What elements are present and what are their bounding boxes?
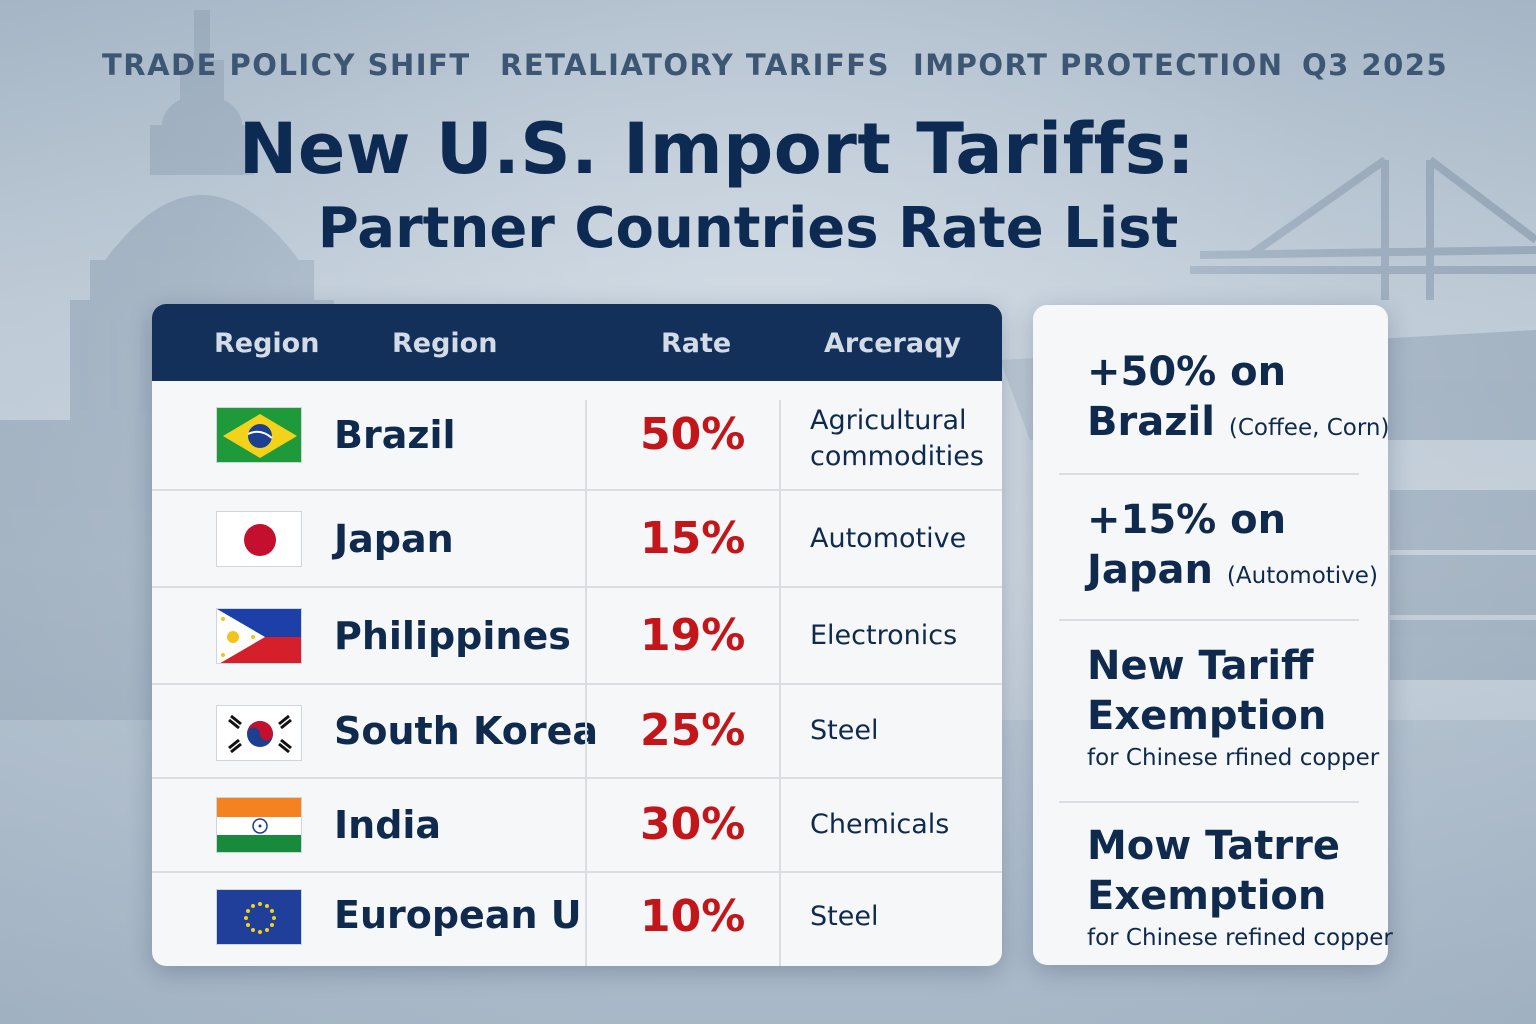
tag-retaliatory-tariffs: RETALIATORY TARIFFS xyxy=(500,48,890,82)
tariff-rate: 10% xyxy=(640,891,746,942)
column-header-region-flag: Region xyxy=(214,328,320,359)
sector-cell: Automotive xyxy=(810,521,966,557)
highlight-note: (Coffee, Corn) xyxy=(1228,415,1390,441)
country-name: South Korea xyxy=(334,709,599,753)
highlight-note: for Chinese refined copper xyxy=(1087,925,1393,951)
table-body: Brazil 50% Agricultural commodities Japa… xyxy=(152,381,1002,966)
country-name: India xyxy=(334,803,442,847)
highlight-country: Brazil xyxy=(1087,399,1215,445)
highlight-subhead: Exemption xyxy=(1087,693,1327,739)
sector-cell: Steel xyxy=(810,713,878,749)
column-header-category: Arceraqy xyxy=(824,328,961,359)
country-name: European U xyxy=(334,893,582,937)
country-name: Japan xyxy=(334,517,454,561)
tag-quarter: Q3 2025 xyxy=(1302,48,1449,82)
table-row: European U 10% Steel xyxy=(152,873,1002,966)
sector-line: Steel xyxy=(810,901,879,932)
japan-flag-icon xyxy=(216,511,302,567)
sector-line: commodities xyxy=(810,441,984,472)
table-header: Region Region Rate Arceraqy xyxy=(152,304,1002,381)
table-row: Japan 15% Automotive xyxy=(152,491,1002,588)
page-subtitle: Partner Countries Rate List xyxy=(317,196,1179,261)
highlight-note: for Chinese rfined copper xyxy=(1087,745,1380,771)
tag-trade-policy-shift: TRADE POLICY SHIFT xyxy=(102,48,471,82)
column-divider xyxy=(585,400,587,966)
highlight-country-line: Japan (Automotive) xyxy=(1087,545,1387,601)
sector-line: Electronics xyxy=(810,620,958,651)
panel-divider xyxy=(1059,619,1359,621)
country-name: Philippines xyxy=(334,614,571,658)
column-divider xyxy=(779,400,781,966)
highlight-headline: +15% on xyxy=(1087,497,1287,543)
highlight-headline: +50% on xyxy=(1087,349,1287,395)
philippines-flag-icon xyxy=(216,608,302,664)
table-row: Brazil 50% Agricultural commodities xyxy=(152,381,1002,491)
tariff-rate: 15% xyxy=(640,513,746,564)
sector-line: Agricultural xyxy=(810,405,967,436)
highlight-japan: +15% on Japan (Automotive) xyxy=(1087,495,1387,601)
column-header-rate: Rate xyxy=(661,328,732,359)
table-row: South Korea 25% Steel xyxy=(152,685,1002,779)
highlight-exemption: New Tariff Exemption for Chinese rfined … xyxy=(1087,641,1387,771)
country-name: Brazil xyxy=(334,413,456,457)
column-header-region: Region xyxy=(392,328,498,359)
tariff-rate: 25% xyxy=(640,705,746,756)
tariff-table: Region Region Rate Arceraqy Brazil 50% A… xyxy=(152,304,1002,966)
highlight-headline: Mow Tatrre xyxy=(1087,823,1340,869)
highlight-country: Japan xyxy=(1087,547,1213,593)
topic-tags: TRADE POLICY SHIFT RETALIATORY TARIFFS I… xyxy=(0,48,1536,88)
table-row: Philippines 19% Electronics xyxy=(152,588,1002,685)
panel-divider xyxy=(1059,801,1359,803)
tariff-rate: 30% xyxy=(640,799,746,850)
sector-cell: Chemicals xyxy=(810,807,949,843)
sector-cell: Agricultural commodities xyxy=(810,403,984,475)
brazil-flag-icon xyxy=(216,407,302,463)
highlight-headline: New Tariff xyxy=(1087,643,1314,689)
highlight-subhead: Exemption xyxy=(1087,873,1327,919)
sector-line: Steel xyxy=(810,715,879,746)
sector-line: Automotive xyxy=(810,523,967,554)
tariff-rate: 50% xyxy=(640,409,746,460)
tag-import-protection: IMPORT PROTECTION xyxy=(913,48,1284,82)
sector-cell: Steel xyxy=(810,899,878,935)
highlight-brazil: +50% on Brazil (Coffee, Corn) xyxy=(1087,347,1390,453)
highlight-country-line: Brazil (Coffee, Corn) xyxy=(1087,397,1390,453)
sector-line: Chemicals xyxy=(810,809,950,840)
india-flag-icon xyxy=(216,797,302,853)
eu-flag-icon xyxy=(216,889,302,945)
highlights-panel: +50% on Brazil (Coffee, Corn) +15% on Ja… xyxy=(1033,305,1393,965)
panel-divider xyxy=(1059,473,1359,475)
south-korea-flag-icon xyxy=(216,705,302,761)
tariff-rate: 19% xyxy=(640,610,746,661)
sector-cell: Electronics xyxy=(810,618,957,654)
highlight-note: (Automotive) xyxy=(1226,563,1378,589)
table-row: India 30% Chemicals xyxy=(152,779,1002,873)
highlight-exemption-2: Mow Tatrre Exemption for Chinese refined… xyxy=(1087,821,1393,951)
page-title: New U.S. Import Tariffs: xyxy=(238,108,1196,190)
